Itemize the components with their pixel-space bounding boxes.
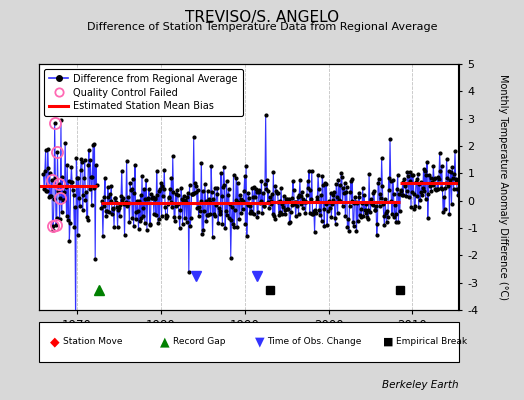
Y-axis label: Monthly Temperature Anomaly Difference (°C): Monthly Temperature Anomaly Difference (… (498, 74, 508, 300)
Text: ▲: ▲ (160, 336, 170, 348)
Text: Time of Obs. Change: Time of Obs. Change (267, 338, 362, 346)
Text: ▼: ▼ (255, 336, 264, 348)
Text: ■: ■ (383, 337, 393, 347)
Legend: Difference from Regional Average, Quality Control Failed, Estimated Station Mean: Difference from Regional Average, Qualit… (44, 69, 243, 116)
Text: Berkeley Earth: Berkeley Earth (382, 380, 458, 390)
Text: Difference of Station Temperature Data from Regional Average: Difference of Station Temperature Data f… (87, 22, 437, 32)
Text: Record Gap: Record Gap (173, 338, 225, 346)
Text: ◆: ◆ (50, 336, 60, 348)
Text: Station Move: Station Move (63, 338, 123, 346)
Text: Empirical Break: Empirical Break (396, 338, 467, 346)
Text: TREVISO/S. ANGELO: TREVISO/S. ANGELO (185, 10, 339, 25)
